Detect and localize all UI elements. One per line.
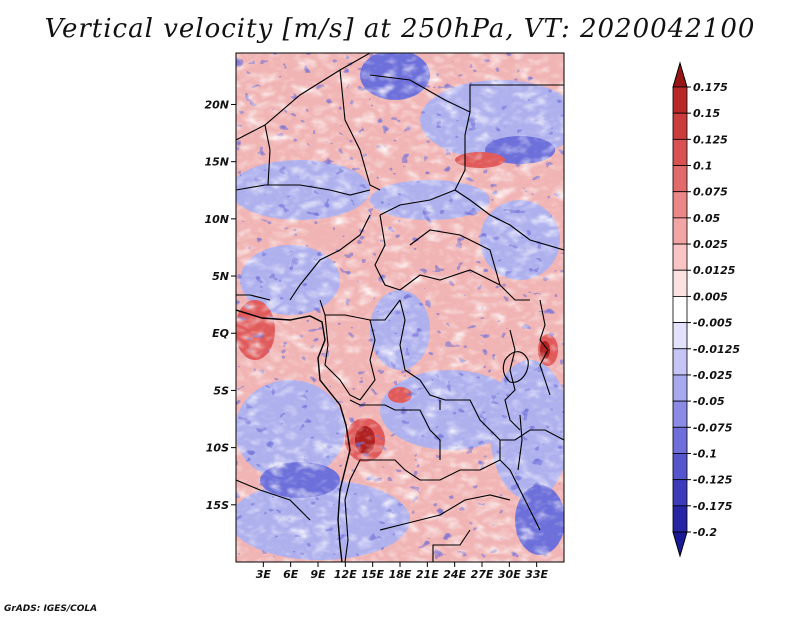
lat-tick-label: 15S: [206, 499, 229, 512]
colorbar-segment: [672, 400, 688, 428]
lat-tick-label: 5N: [212, 270, 229, 283]
colorbar-label: -0.175: [693, 500, 733, 513]
colorbar-segment: [672, 217, 688, 245]
lon-tick-label: 24E: [443, 568, 466, 581]
colorbar-segment: [672, 505, 688, 533]
colorbar-segment: [672, 269, 688, 297]
colorbar-segment: [672, 86, 688, 114]
colorbar-segment: [672, 112, 688, 140]
lat-tick-label: 15N: [204, 156, 229, 169]
colorbar-label: -0.05: [693, 395, 725, 408]
lat-tick-label: 10S: [206, 442, 229, 455]
colorbar-bottom-cap: [672, 531, 688, 558]
colorbar-segment: [672, 453, 688, 481]
colorbar-segment: [672, 348, 688, 376]
colorbar: 0.175 0.15 0.125 0.1 0.075 0.05 0.025 0.0125 0.0…: [672, 61, 740, 558]
lon-tick-label: 6E: [283, 568, 299, 581]
colorbar-label: -0.1: [693, 447, 717, 460]
colorbar-label: 0.175: [693, 81, 728, 94]
lon-tick-label: 15E: [361, 568, 384, 581]
lat-tick-label: 10N: [204, 213, 229, 226]
lon-tick-label: 18E: [389, 568, 412, 581]
colorbar-label: 0.125: [693, 133, 728, 146]
lon-tick-label: 3E: [256, 568, 272, 581]
grads-credit: GrADS: IGES/COLA: [4, 604, 98, 614]
colorbar-segment: [672, 374, 688, 402]
colorbar-label: 0.15: [693, 107, 720, 120]
colorbar-segment: [672, 322, 688, 350]
colorbar-segment: [672, 296, 688, 323]
longitude-axis: 3E 6E 9E 12E 15E 18E 21E 24E 27E 30E 33E: [256, 562, 549, 581]
map-field: [236, 53, 564, 562]
colorbar-segment: [672, 165, 688, 193]
lon-tick-label: 9E: [310, 568, 326, 581]
colorbar-label: -0.2: [693, 526, 717, 539]
plot-title: Vertical velocity [m/s] at 250hPa, VT: 2…: [44, 14, 756, 44]
colorbar-label: -0.075: [693, 421, 733, 434]
colorbar-label: -0.125: [693, 474, 733, 487]
colorbar-label: -0.0125: [693, 343, 740, 356]
colorbar-label: 0.05: [693, 212, 720, 225]
colorbar-top-cap: [672, 61, 688, 88]
colorbar-label: 0.0125: [693, 264, 736, 277]
colorbar-segment: [672, 191, 688, 219]
colorbar-label: 0.005: [693, 290, 728, 303]
colorbar-label: -0.005: [693, 317, 733, 330]
colorbar-label: -0.025: [693, 369, 733, 382]
lat-tick-label: 20N: [204, 98, 229, 111]
colorbar-segment: [672, 243, 688, 271]
colorbar-segment: [672, 138, 688, 166]
colorbar-label: 0.1: [693, 160, 713, 173]
colorbar-label: 0.075: [693, 186, 728, 199]
lon-tick-label: 30E: [498, 568, 521, 581]
latitude-axis: 20N 15N 10N 5N EQ 5S 10S 15S: [204, 98, 236, 512]
colorbar-label: 0.025: [693, 238, 728, 251]
lon-tick-label: 12E: [334, 568, 357, 581]
colorbar-segment: [672, 426, 688, 454]
colorbar-segment: [672, 479, 688, 507]
lon-tick-label: 33E: [525, 568, 548, 581]
lat-tick-label: 5S: [213, 384, 229, 397]
lon-tick-label: 27E: [471, 568, 494, 581]
lon-tick-label: 21E: [416, 568, 439, 581]
lat-tick-label: EQ: [212, 327, 229, 340]
